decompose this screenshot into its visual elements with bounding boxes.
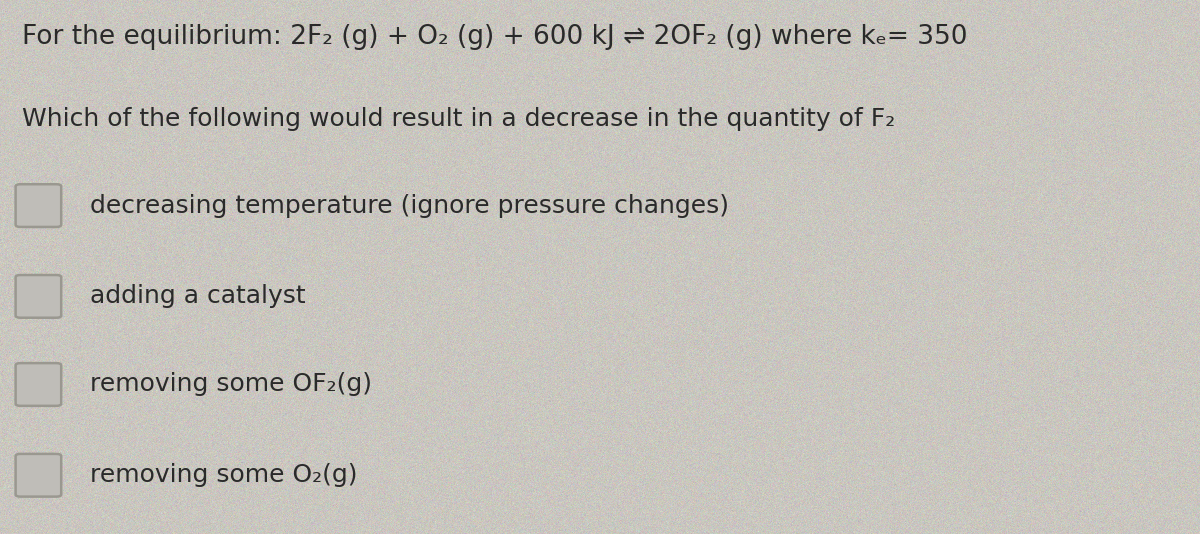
Text: removing some O₂(g): removing some O₂(g): [90, 464, 358, 487]
Text: removing some OF₂(g): removing some OF₂(g): [90, 373, 372, 396]
Text: adding a catalyst: adding a catalyst: [90, 285, 306, 308]
FancyBboxPatch shape: [16, 275, 61, 318]
Text: decreasing temperature (ignore pressure changes): decreasing temperature (ignore pressure …: [90, 194, 730, 217]
FancyBboxPatch shape: [16, 363, 61, 406]
FancyBboxPatch shape: [16, 454, 61, 497]
FancyBboxPatch shape: [16, 184, 61, 227]
Text: For the equilibrium: 2F₂ (g) + O₂ (g) + 600 kJ ⇌ 2OF₂ (g) where kₑ= 350: For the equilibrium: 2F₂ (g) + O₂ (g) + …: [22, 24, 967, 50]
Text: Which of the following would result in a decrease in the quantity of F₂: Which of the following would result in a…: [22, 107, 895, 131]
